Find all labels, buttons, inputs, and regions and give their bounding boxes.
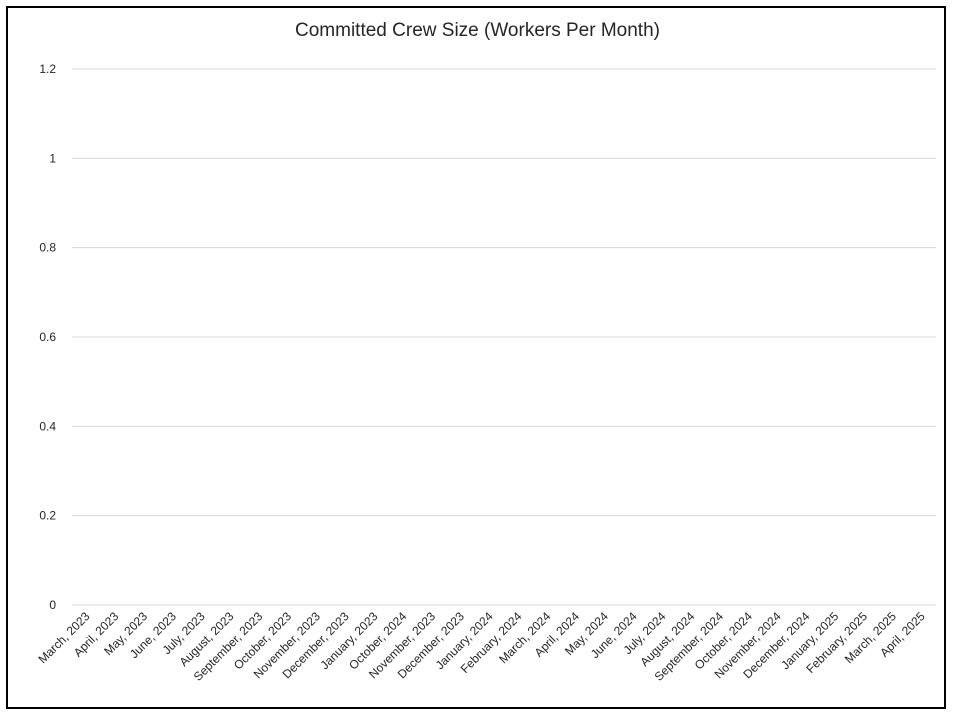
y-tick-label: 0.6 (39, 330, 56, 344)
chart-title: Committed Crew Size (Workers Per Month) (295, 20, 660, 41)
chart-frame (6, 6, 946, 709)
y-tick-label: 0.8 (39, 241, 56, 255)
y-tick-label: 1 (49, 151, 56, 165)
y-tick-label: 0 (49, 598, 56, 612)
y-tick-label: 1.2 (39, 62, 56, 76)
y-tick-label: 0.2 (39, 509, 56, 523)
y-tick-label: 0.4 (39, 419, 56, 433)
